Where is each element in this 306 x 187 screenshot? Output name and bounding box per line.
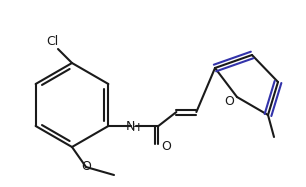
Text: O: O (224, 94, 234, 108)
Text: N: N (126, 119, 135, 133)
Text: H: H (132, 123, 140, 133)
Text: O: O (162, 140, 171, 154)
Text: Cl: Cl (46, 34, 58, 47)
Text: O: O (81, 160, 91, 174)
